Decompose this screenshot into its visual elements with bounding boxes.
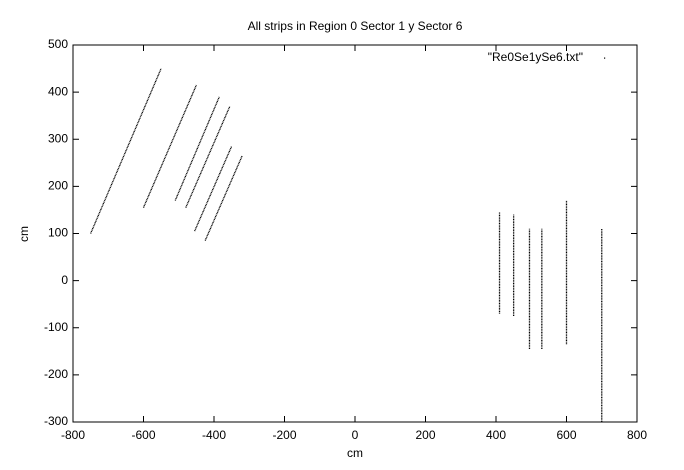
x-tick-label: -600 xyxy=(131,428,155,442)
y-axis-label: cm xyxy=(17,226,31,242)
y-tick-label: -100 xyxy=(44,320,68,334)
y-tick-label: 0 xyxy=(61,273,68,287)
y-tick-label: 400 xyxy=(48,84,68,98)
y-tick-label: -200 xyxy=(44,367,68,381)
x-axis-label: cm xyxy=(347,446,363,460)
y-tick-label: 100 xyxy=(48,226,68,240)
x-tick-label: 800 xyxy=(627,428,647,442)
x-tick-label: 0 xyxy=(352,428,359,442)
x-tick-label: 400 xyxy=(486,428,506,442)
x-tick-label: -200 xyxy=(272,428,296,442)
x-tick-label: 200 xyxy=(415,428,435,442)
legend-swatch xyxy=(604,57,606,59)
y-tick-label: -300 xyxy=(44,414,68,428)
y-tick-label: 500 xyxy=(48,37,68,51)
x-tick-label: -400 xyxy=(202,428,226,442)
y-tick-label: 200 xyxy=(48,179,68,193)
chart-title: All strips in Region 0 Sector 1 y Sector… xyxy=(248,19,463,33)
x-tick-label: 600 xyxy=(556,428,576,442)
y-tick-label: 300 xyxy=(48,131,68,145)
x-tick-label: -800 xyxy=(61,428,85,442)
strip-line xyxy=(90,68,603,422)
legend-label: "Re0Se1ySe6.txt" xyxy=(488,50,583,64)
